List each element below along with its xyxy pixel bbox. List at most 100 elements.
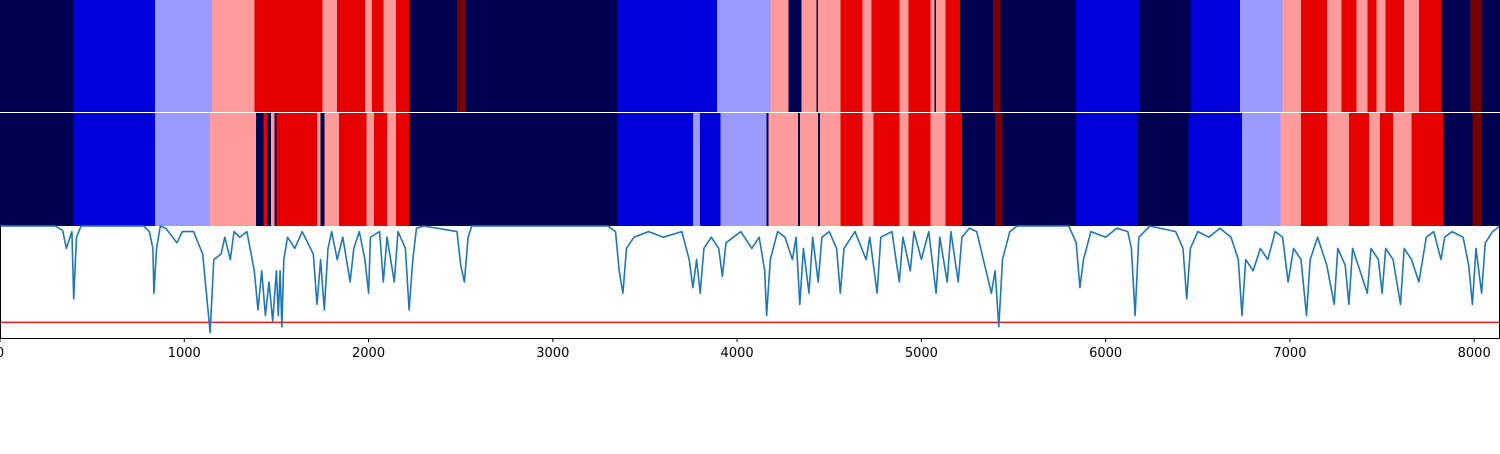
top-band-segment-23 (871, 0, 900, 112)
top-band-segment-47 (1441, 0, 1471, 112)
bottom-segmentation-band (0, 113, 1500, 226)
x-tick-label-3: 3000 (536, 346, 569, 361)
x-axis: 0 1000 2000 3000 4000 5000 6000 7000 8000 (0, 338, 1500, 361)
top-band-segment-2 (154, 0, 213, 112)
top-band-segment-30 (960, 0, 994, 112)
top-band-segment-7 (364, 0, 373, 112)
bottom-band-segment-24 (766, 113, 769, 226)
bottom-band-segment-27 (799, 113, 819, 226)
bottom-band-segment-29 (820, 113, 841, 226)
top-band-segment-15 (716, 0, 771, 112)
top-band-segment-41 (1356, 0, 1368, 112)
top-band-segment-37 (1282, 0, 1302, 112)
bottom-band-segment-35 (930, 113, 946, 226)
bottom-band-segment-9 (276, 113, 281, 226)
top-band-segment-8 (372, 0, 384, 112)
bottom-band-segment-36 (945, 113, 963, 226)
bottom-band-segment-12 (320, 113, 325, 226)
bottom-band-segment-32 (873, 113, 900, 226)
bottom-band-segment-11 (316, 113, 322, 226)
x-tick-label-1: 1000 (168, 346, 201, 361)
bottom-band-segment-49 (1380, 113, 1394, 226)
bottom-band-segment-31 (862, 113, 874, 226)
top-band-segment-18 (801, 0, 817, 112)
top-band-segment-40 (1341, 0, 1357, 112)
top-band-segment-45 (1404, 0, 1420, 112)
top-band-segment-33 (1076, 0, 1140, 112)
bottom-band-segment-53 (1442, 113, 1473, 226)
top-band-segment-27 (934, 0, 937, 112)
bottom-band-segment-7 (270, 113, 275, 226)
top-band-segment-1 (73, 0, 156, 112)
x-tick-label-6: 6000 (1089, 346, 1122, 361)
bottom-band-segment-4 (256, 113, 264, 226)
top-band-segment-26 (930, 0, 935, 112)
top-band-segment-39 (1326, 0, 1342, 112)
x-tick-label-7: 7000 (1273, 346, 1306, 361)
top-band-segment-22 (862, 0, 873, 112)
x-tick-label-0: 0 (0, 346, 4, 361)
top-band-segment-34 (1138, 0, 1191, 112)
signal-background (0, 226, 1500, 338)
top-band-segment-38 (1300, 0, 1328, 112)
bottom-band-segment-39 (1002, 113, 1077, 226)
bottom-band-segment-47 (1348, 113, 1370, 226)
bottom-band-segment-38 (995, 113, 1003, 226)
top-band-segment-42 (1367, 0, 1377, 112)
top-band-segment-31 (993, 0, 1002, 112)
top-band-segment-5 (322, 0, 338, 112)
x-tick-label-8: 8000 (1458, 346, 1491, 361)
bottom-band-segment-28 (818, 113, 821, 226)
bottom-band-segment-16 (374, 113, 388, 226)
top-band-segment-4 (254, 0, 323, 112)
bottom-band-segment-20 (617, 113, 694, 226)
bottom-band-segment-8 (274, 113, 277, 226)
bottom-band-segment-50 (1393, 113, 1412, 226)
bottom-band-segment-17 (386, 113, 397, 226)
bottom-band-segment-2 (154, 113, 211, 226)
top-band-segment-25 (908, 0, 931, 112)
bottom-band-segment-6 (267, 113, 272, 226)
top-band-segment-35 (1190, 0, 1241, 112)
top-band-segment-28 (936, 0, 946, 112)
top-band-segment-43 (1376, 0, 1387, 112)
top-band-segment-12 (457, 0, 467, 112)
top-band-segment-6 (337, 0, 366, 112)
top-band-segment-19 (816, 0, 819, 112)
bottom-band-segment-13 (324, 113, 340, 226)
bottom-band-segment-44 (1280, 113, 1302, 226)
top-band-segment-0 (0, 0, 75, 112)
bottom-band-segment-15 (366, 113, 375, 226)
top-band-segment-11 (409, 0, 458, 112)
bottom-band-segment-55 (1481, 113, 1500, 226)
bottom-band-segment-0 (0, 113, 75, 226)
bottom-band-segment-14 (339, 113, 368, 226)
bottom-band-segment-41 (1136, 113, 1189, 226)
top-band-segment-48 (1470, 0, 1482, 112)
bottom-band-segment-52 (1426, 113, 1444, 226)
bottom-band-segment-40 (1076, 113, 1138, 226)
bottom-band-segment-37 (961, 113, 996, 226)
top-band-segment-29 (945, 0, 961, 112)
signal-panel (0, 225, 1500, 338)
top-band-segment-14 (617, 0, 718, 112)
x-tick-label-5: 5000 (905, 346, 938, 361)
bottom-band-segment-26 (797, 113, 801, 226)
top-band-segment-46 (1418, 0, 1442, 112)
signal-line (0, 225, 1500, 334)
top-segmentation-band (0, 0, 1500, 112)
top-band-segment-49 (1481, 0, 1500, 112)
bottom-band-segment-43 (1242, 113, 1282, 226)
top-band-segment-21 (840, 0, 863, 112)
bottom-band-segment-3 (210, 113, 257, 226)
top-band-segment-9 (383, 0, 397, 112)
top-band-segment-32 (1000, 0, 1077, 112)
bottom-band-segment-46 (1326, 113, 1350, 226)
top-band-segment-20 (818, 0, 841, 112)
top-band-segment-17 (788, 0, 802, 112)
bottom-band-segment-22 (700, 113, 721, 226)
bottom-band-segment-19 (409, 113, 618, 226)
top-band-segment-36 (1240, 0, 1283, 112)
bottom-band-segment-51 (1411, 113, 1427, 226)
